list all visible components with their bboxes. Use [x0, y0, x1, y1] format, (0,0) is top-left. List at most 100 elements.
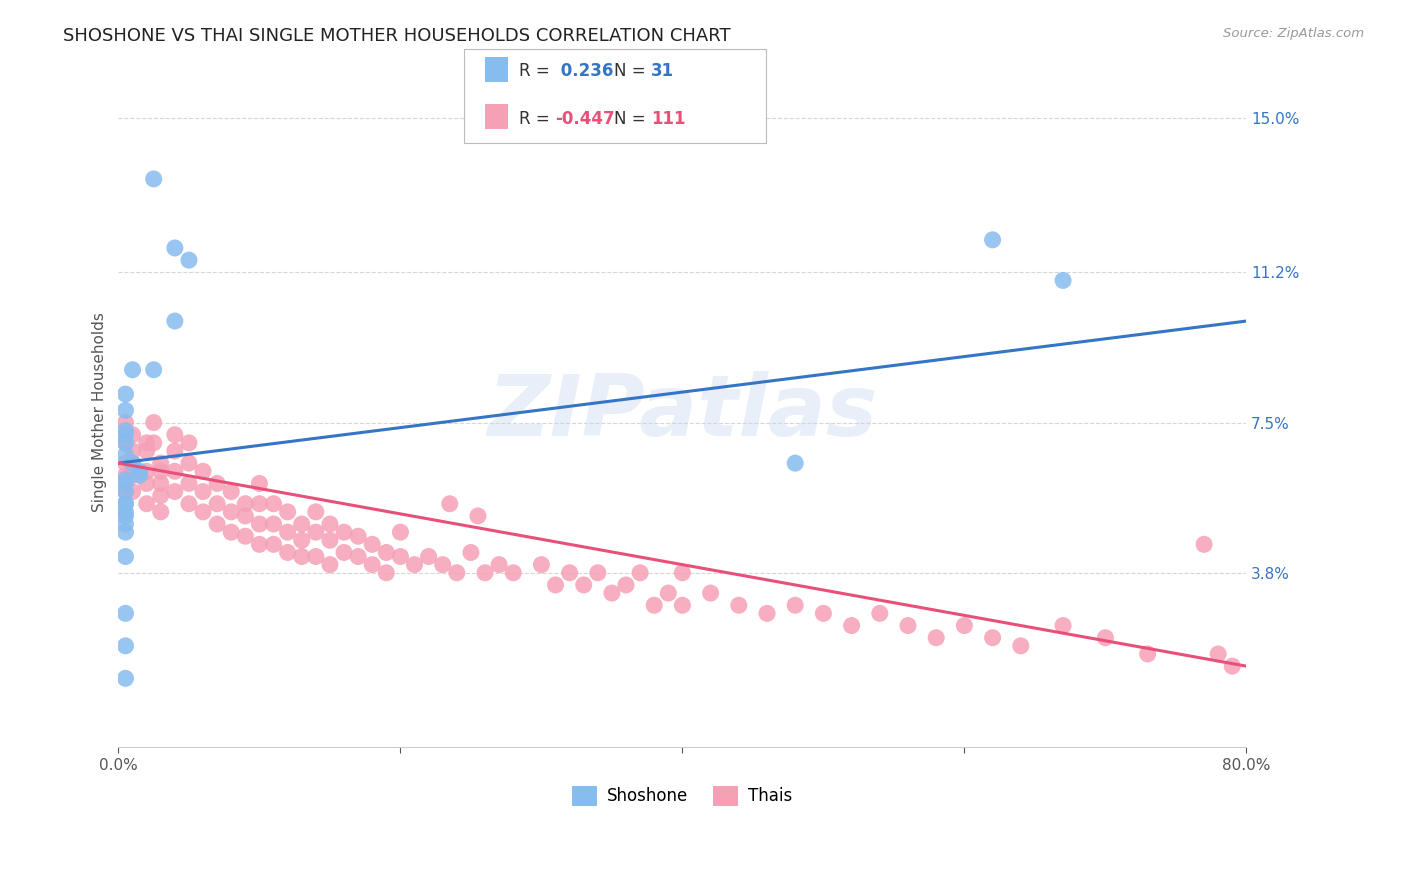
Point: [121, 468, 143, 483]
Point: [177, 435, 200, 450]
Point: [727, 599, 749, 613]
Point: [614, 578, 637, 592]
Point: [149, 456, 172, 470]
Point: [191, 484, 214, 499]
Point: [233, 508, 256, 523]
Point: [502, 566, 524, 580]
Point: [114, 497, 136, 511]
Point: [142, 416, 165, 430]
Point: [114, 525, 136, 540]
Text: N =: N =: [614, 62, 651, 80]
Y-axis label: Single Mother Households: Single Mother Households: [93, 312, 107, 512]
Point: [128, 468, 150, 483]
Point: [163, 241, 186, 255]
Point: [628, 566, 651, 580]
Point: [128, 464, 150, 478]
Point: [291, 516, 314, 531]
Text: 31: 31: [651, 62, 673, 80]
Point: [530, 558, 553, 572]
Point: [291, 549, 314, 564]
Point: [1094, 631, 1116, 645]
Point: [460, 545, 482, 559]
Point: [114, 416, 136, 430]
Point: [177, 253, 200, 268]
Point: [114, 516, 136, 531]
Point: [249, 476, 271, 491]
Point: [446, 566, 468, 580]
Point: [249, 516, 271, 531]
Point: [785, 599, 807, 613]
Point: [572, 578, 595, 592]
Point: [756, 607, 779, 621]
Point: [142, 172, 165, 186]
Point: [841, 618, 863, 632]
Point: [600, 586, 623, 600]
Text: R =: R =: [519, 110, 555, 128]
Point: [114, 456, 136, 470]
Point: [121, 456, 143, 470]
Text: SHOSHONE VS THAI SINGLE MOTHER HOUSEHOLDS CORRELATION CHART: SHOSHONE VS THAI SINGLE MOTHER HOUSEHOLD…: [63, 27, 731, 45]
Point: [114, 435, 136, 450]
Point: [375, 545, 398, 559]
Point: [142, 363, 165, 377]
Point: [643, 599, 665, 613]
Point: [305, 525, 328, 540]
Point: [149, 476, 172, 491]
Point: [163, 314, 186, 328]
Point: [897, 618, 920, 632]
Text: N =: N =: [614, 110, 651, 128]
Text: 111: 111: [651, 110, 686, 128]
Point: [191, 464, 214, 478]
Point: [114, 549, 136, 564]
Point: [205, 497, 228, 511]
Point: [142, 435, 165, 450]
Point: [263, 516, 285, 531]
Point: [1010, 639, 1032, 653]
Point: [277, 505, 299, 519]
Point: [135, 444, 157, 458]
Point: [1220, 659, 1243, 673]
Point: [432, 558, 454, 572]
Legend: Shoshone, Thais: Shoshone, Thais: [565, 779, 800, 813]
Point: [233, 497, 256, 511]
Point: [389, 525, 412, 540]
Point: [163, 444, 186, 458]
Point: [219, 525, 242, 540]
Point: [558, 566, 581, 580]
Point: [149, 489, 172, 503]
Point: [263, 537, 285, 551]
Point: [135, 497, 157, 511]
Point: [121, 363, 143, 377]
Text: ZIPatlas: ZIPatlas: [488, 371, 877, 454]
Point: [925, 631, 948, 645]
Point: [114, 639, 136, 653]
Text: 0.236: 0.236: [555, 62, 614, 80]
Point: [114, 472, 136, 486]
Point: [149, 464, 172, 478]
Point: [163, 484, 186, 499]
Point: [333, 525, 356, 540]
Point: [586, 566, 609, 580]
Text: R =: R =: [519, 62, 555, 80]
Point: [249, 537, 271, 551]
Point: [121, 444, 143, 458]
Point: [135, 476, 157, 491]
Point: [177, 476, 200, 491]
Point: [544, 578, 567, 592]
Point: [114, 505, 136, 519]
Point: [1052, 273, 1074, 287]
Point: [474, 566, 496, 580]
Point: [488, 558, 510, 572]
Point: [319, 533, 342, 548]
Point: [291, 533, 314, 548]
Point: [347, 549, 370, 564]
Point: [319, 558, 342, 572]
Point: [953, 618, 976, 632]
Text: Source: ZipAtlas.com: Source: ZipAtlas.com: [1223, 27, 1364, 40]
Point: [233, 529, 256, 543]
Point: [361, 537, 384, 551]
Point: [135, 435, 157, 450]
Point: [277, 545, 299, 559]
Point: [114, 476, 136, 491]
Point: [869, 607, 891, 621]
